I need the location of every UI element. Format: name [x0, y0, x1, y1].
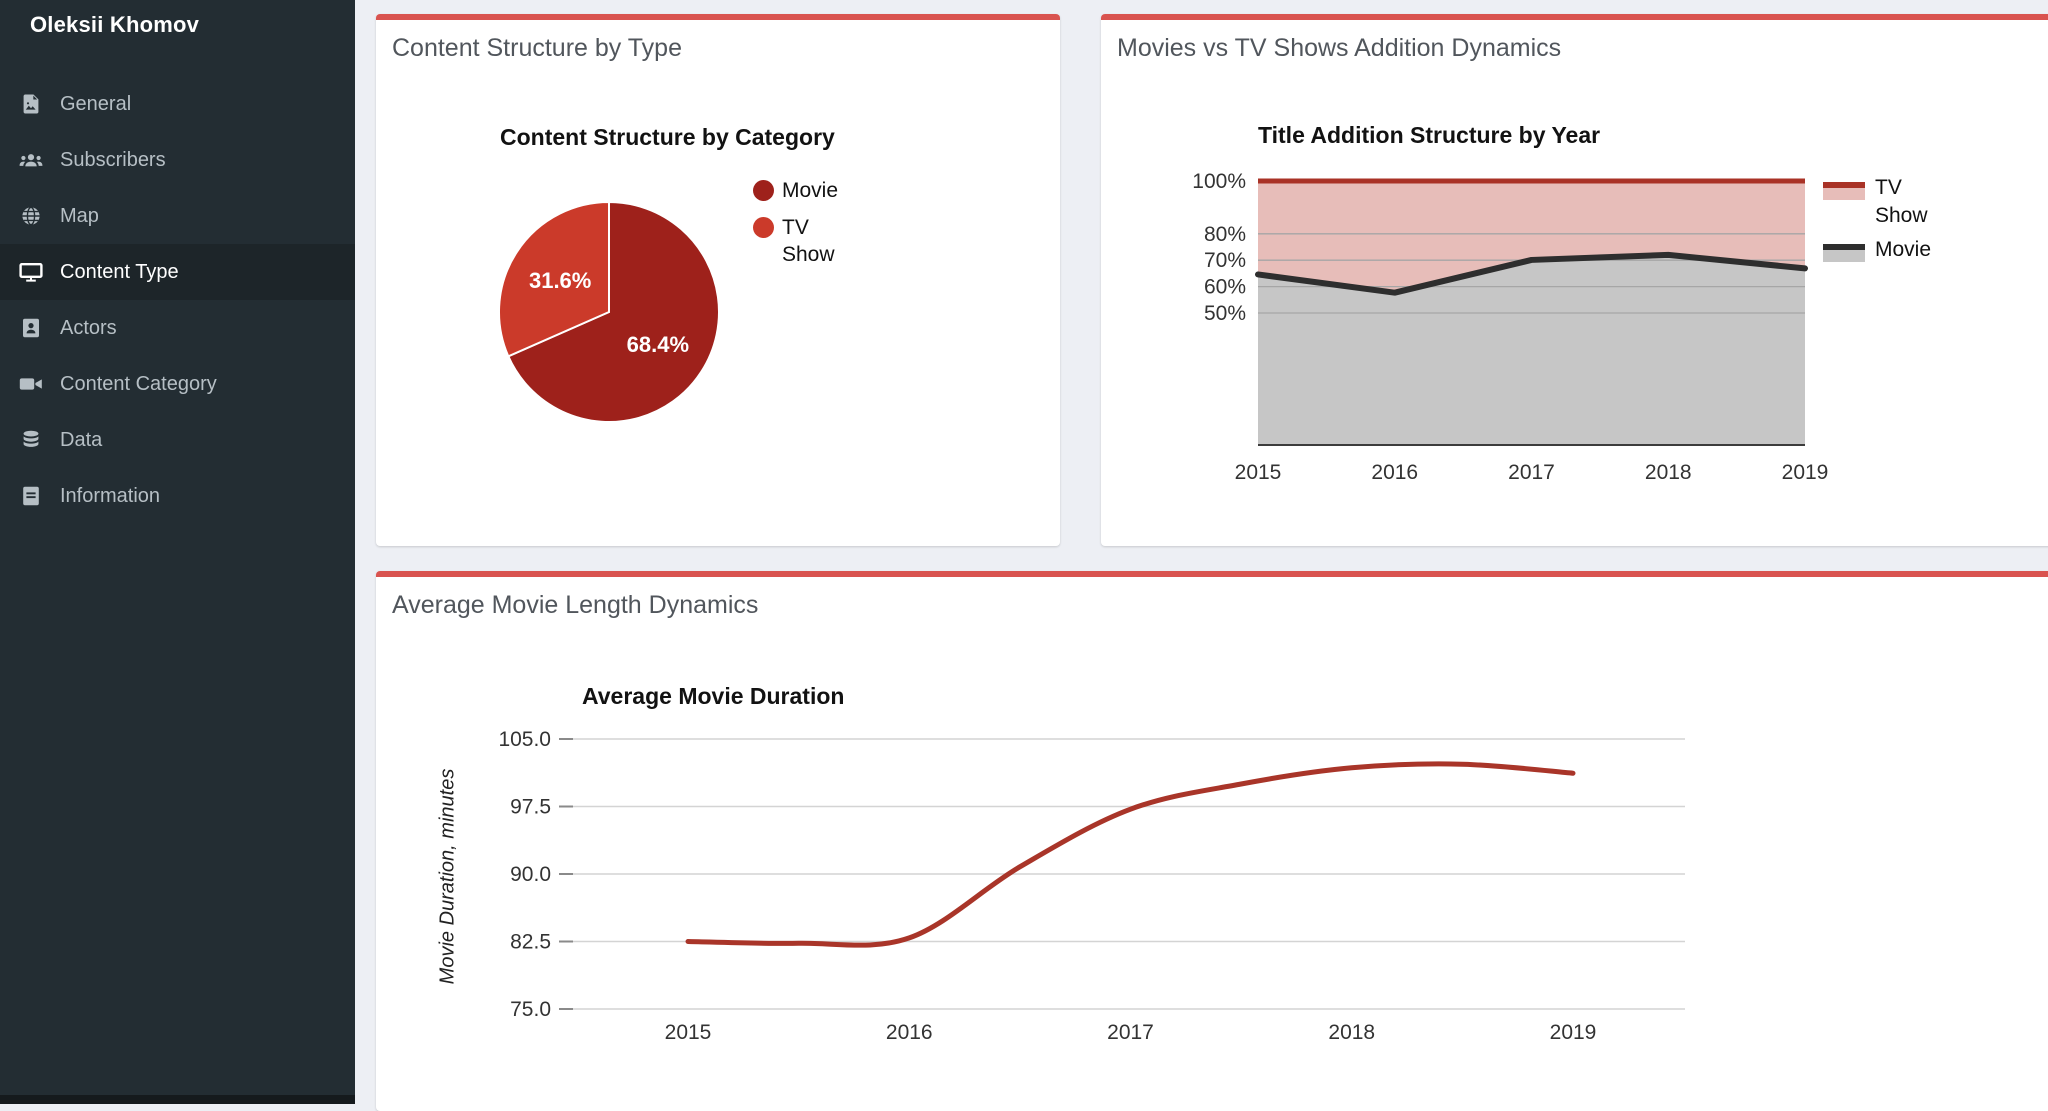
movie-area [1258, 254, 1805, 445]
y-tick-label: 97.5 [510, 796, 551, 819]
line-chart-title: Average Movie Duration [582, 683, 845, 709]
legend-label: TV Show [1875, 176, 1928, 227]
y-tick-label: 105.0 [498, 728, 551, 751]
sidebar-user-name: Oleksii Khomov [30, 12, 200, 37]
sidebar-item-subscribers[interactable]: Subscribers [0, 132, 355, 188]
sidebar-item-label: Actors [60, 316, 117, 339]
legend-label: Movie [1875, 238, 1932, 261]
duration-line [685, 761, 1576, 948]
sidebar-item-actors[interactable]: Actors [0, 300, 355, 356]
legend-item-tv-show: TV Show [1823, 174, 1939, 230]
video-icon [17, 373, 45, 395]
y-tick-label: 90.0 [510, 863, 551, 886]
x-tick-label: 2015 [1235, 461, 1282, 484]
x-tick-label: 2019 [1782, 461, 1829, 484]
legend-item-movie: Movie [753, 177, 849, 204]
pie-chart-title: Content Structure by Category [500, 124, 835, 150]
x-tick-label: 2016 [1371, 461, 1418, 484]
sidebar-item-general[interactable]: General [0, 76, 355, 132]
sidebar-item-label: Subscribers [60, 148, 166, 171]
portrait-icon [17, 317, 45, 339]
x-tick-label: 2015 [665, 1021, 712, 1044]
x-tick-label: 2017 [1508, 461, 1555, 484]
pie-legend: Movie TV Show [753, 177, 849, 278]
card-average-movie-length: Average Movie Length Dynamics Average Mo… [376, 571, 2048, 1111]
legend-label: TV Show [782, 216, 835, 266]
legend-item-tv-show: TV Show [753, 214, 849, 268]
pie-slice-tv-show [498, 200, 610, 358]
card-content-structure-by-type: Content Structure by Type Content Struct… [376, 14, 1060, 546]
legend-item-movie: Movie [1823, 236, 1939, 264]
movie-color-swatch [753, 180, 774, 201]
card-title: Content Structure by Type [392, 34, 682, 62]
file-image-icon [17, 93, 45, 115]
card-accent-bar [376, 571, 2048, 577]
desktop-icon [17, 261, 45, 283]
sidebar-item-map[interactable]: Map [0, 188, 355, 244]
x-tick-label: 2017 [1107, 1021, 1154, 1044]
line-chart: 105.0 97.5 90.0 82.5 75.0 2015 2016 2017 2018 201… [498, 728, 1685, 1044]
database-icon [17, 429, 45, 451]
y-tick-label: 50% [1204, 302, 1246, 325]
sidebar-item-label: Data [60, 428, 103, 451]
card-accent-bar [1101, 14, 2048, 20]
pie-value-label: 68.4% [627, 332, 689, 357]
sidebar-item-label: Content Type [60, 260, 179, 283]
book-icon [17, 485, 45, 507]
x-tick-label: 2019 [1550, 1021, 1597, 1044]
y-tick-label: 60% [1204, 276, 1246, 299]
y-tick-label: 80% [1204, 223, 1246, 246]
sidebar-item-content-category[interactable]: Content Category [0, 356, 355, 412]
globe-icon [17, 205, 45, 227]
legend-label: Movie [782, 179, 839, 202]
card-movies-vs-tv-dynamics: Movies vs TV Shows Addition Dynamics Tit… [1101, 14, 2048, 546]
sidebar-item-data[interactable]: Data [0, 412, 355, 468]
sidebar-item-information[interactable]: Information [0, 468, 355, 524]
tv-show-area-swatch [1823, 182, 1865, 200]
stacked-area-chart: 100% 80% 70% 60% 50% 2015 2016 2017 2018 2019 [1192, 170, 1829, 484]
y-tick-label: 82.5 [510, 931, 551, 954]
card-title: Movies vs TV Shows Addition Dynamics [1117, 34, 1562, 62]
pie-slice-movie [507, 200, 720, 423]
pie-value-label: 31.6% [529, 268, 591, 293]
sidebar-item-label: General [60, 92, 132, 115]
card-title: Average Movie Length Dynamics [392, 591, 759, 619]
sidebar-item-label: Map [60, 204, 99, 227]
tv-show-area [1258, 181, 1805, 293]
x-tick-label: 2016 [886, 1021, 933, 1044]
users-icon [17, 149, 45, 171]
movie-area-swatch [1823, 244, 1865, 262]
x-tick-label: 2018 [1645, 461, 1692, 484]
tv-show-color-swatch [753, 217, 774, 238]
y-tick-label: 75.0 [510, 998, 551, 1021]
sidebar-item-label: Content Category [60, 372, 217, 395]
y-tick-label: 70% [1204, 249, 1246, 272]
sidebar-item-label: Information [60, 484, 161, 507]
y-tick-label: 100% [1192, 170, 1246, 193]
x-tick-label: 2018 [1328, 1021, 1375, 1044]
area-chart-title: Title Addition Structure by Year [1258, 122, 1601, 148]
sidebar: Oleksii Khomov General Subscribers Map [0, 0, 355, 1104]
sidebar-item-content-type[interactable]: Content Type [0, 244, 355, 300]
pie-chart: 68.4% 31.6% [498, 200, 720, 423]
movie-boundary-line [1255, 251, 1808, 296]
sidebar-nav: General Subscribers Map Content Type [0, 76, 355, 524]
card-accent-bar [376, 14, 1060, 20]
